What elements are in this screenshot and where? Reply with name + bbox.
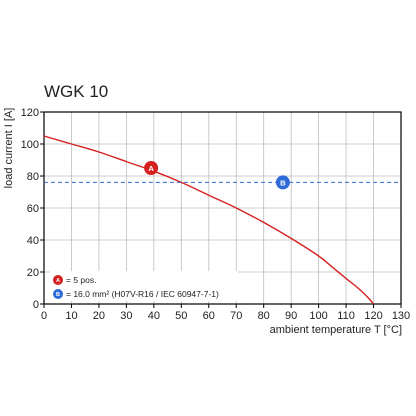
x-tick-label: 10 <box>65 310 77 322</box>
legend-box <box>50 271 238 301</box>
x-tick-label: 80 <box>258 310 270 322</box>
x-tick-label: 0 <box>41 310 47 322</box>
legend-marker-b-letter: B <box>56 292 60 298</box>
x-tick-label: 60 <box>203 310 215 322</box>
x-tick-label: 30 <box>120 310 132 322</box>
legend: A = 5 pos. B = 16.0 mm² (H07V-R16 / IEC 609… <box>50 271 238 301</box>
legend-marker-a: A <box>53 275 63 285</box>
legend-marker-a-letter: A <box>56 278 60 284</box>
x-tick-label: 50 <box>175 310 187 322</box>
series-marker-a: A <box>144 161 159 175</box>
chart-title: WGK 10 <box>44 82 108 101</box>
x-tick-label: 40 <box>148 310 160 322</box>
x-tick-label: 70 <box>230 310 242 322</box>
y-tick-label: 80 <box>27 171 39 183</box>
x-tick-label: 130 <box>392 310 410 322</box>
y-tick-label: 20 <box>27 267 39 279</box>
series-marker-b-letter: B <box>280 178 286 187</box>
legend-marker-a-circle <box>53 275 63 285</box>
y-tick-label: 0 <box>33 299 39 311</box>
series-marker-a-circle <box>144 161 159 175</box>
legend-marker-b: B <box>53 289 63 299</box>
series-marker-b-circle <box>275 175 290 190</box>
series-layer: AB <box>43 135 401 305</box>
x-tick-label: 110 <box>337 310 355 322</box>
axes: 0 10 20 30 40 50 60 70 80 90 100 110 120 130 0 20 40 60 80… <box>21 107 411 322</box>
x-axis-title: ambient temperature T [°C] <box>270 324 402 336</box>
series-marker-a-letter: A <box>148 164 154 173</box>
legend-entry-text: = 5 pos. <box>66 275 96 285</box>
legend-marker-b-circle <box>53 289 63 299</box>
x-tick-label: 90 <box>285 310 297 322</box>
x-tick-label: 120 <box>364 310 382 322</box>
x-tick-label: 20 <box>93 310 105 322</box>
x-tick-label: 100 <box>309 310 327 322</box>
series-marker-b: B <box>275 175 290 190</box>
y-tick-label: 40 <box>27 235 39 247</box>
y-tick-label: 100 <box>21 139 39 151</box>
y-axis-title: load current I [A] <box>3 108 15 189</box>
y-tick-label: 60 <box>27 203 39 215</box>
y-tick-label: 120 <box>21 107 39 119</box>
legend-entry-text: = 16.0 mm² (H07V-R16 / IEC 60947-7-1) <box>66 289 219 299</box>
series-line-a <box>43 135 375 305</box>
